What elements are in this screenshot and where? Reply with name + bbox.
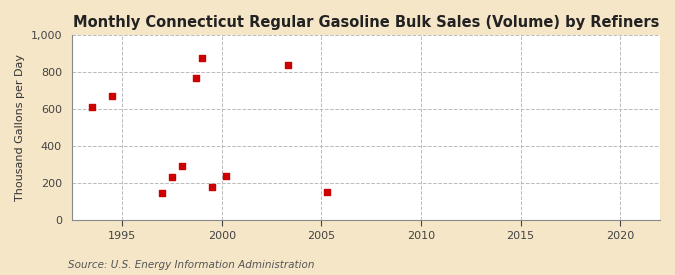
Point: [157, 190, 167, 195]
Point: [207, 185, 217, 189]
Title: Monthly Connecticut Regular Gasoline Bulk Sales (Volume) by Refiners: Monthly Connecticut Regular Gasoline Bul…: [73, 15, 659, 30]
Point: [87, 105, 98, 110]
Point: [190, 76, 201, 80]
Point: [221, 174, 232, 178]
Point: [196, 55, 207, 60]
Point: [282, 63, 293, 67]
Text: Source: U.S. Energy Information Administration: Source: U.S. Energy Information Administ…: [68, 260, 314, 270]
Point: [167, 175, 178, 179]
Y-axis label: Thousand Gallons per Day: Thousand Gallons per Day: [15, 54, 25, 201]
Point: [322, 189, 333, 194]
Point: [107, 94, 117, 98]
Point: [177, 164, 188, 168]
